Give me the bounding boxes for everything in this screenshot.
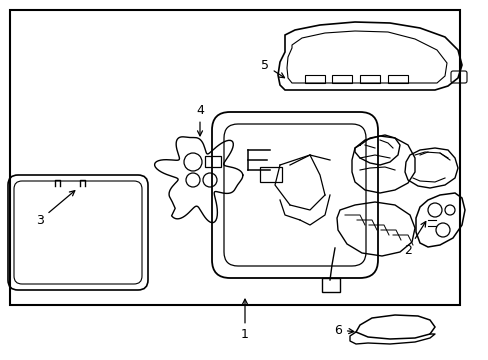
Text: 2: 2 — [403, 221, 425, 257]
Text: 1: 1 — [241, 299, 248, 342]
Bar — [10, 10, 459, 305]
Bar — [359, 75, 379, 83]
Text: 5: 5 — [261, 59, 284, 78]
Bar — [305, 75, 325, 83]
Bar — [260, 167, 282, 182]
Bar — [321, 278, 339, 292]
Bar — [387, 75, 407, 83]
Text: 4: 4 — [196, 104, 203, 136]
Text: 3: 3 — [36, 191, 75, 226]
Text: 6: 6 — [333, 324, 353, 337]
Bar — [331, 75, 351, 83]
Bar — [204, 156, 221, 167]
